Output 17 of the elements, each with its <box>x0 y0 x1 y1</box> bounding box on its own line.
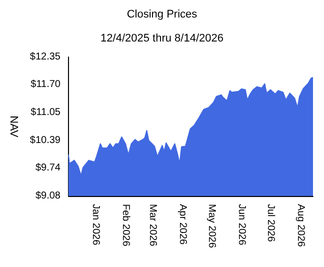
y-tick-label: $9.74 <box>35 162 61 174</box>
y-axis-title: NAV <box>8 116 20 138</box>
y-tick-label: $9.08 <box>35 190 61 202</box>
x-tick-label: Jan 2026 <box>90 204 102 246</box>
x-tick-label: May 2026 <box>206 204 218 248</box>
chart-title: Closing Prices <box>126 8 198 20</box>
x-tick-label: Apr 2026 <box>177 204 188 246</box>
y-tick-label: $11.05 <box>30 106 61 118</box>
x-tick-label: Jun 2026 <box>236 204 247 246</box>
x-tick-label: Feb 2026 <box>120 204 132 247</box>
chart-subtitle: 12/4/2025 thru 8/14/2026 <box>100 32 224 44</box>
y-tick-label: $11.70 <box>30 79 61 90</box>
x-tick-label: Jul 2026 <box>264 204 276 242</box>
y-tick-label: $10.39 <box>30 134 61 146</box>
x-tick-label: Aug 2026 <box>294 204 306 248</box>
y-tick-label: $12.35 <box>30 52 61 62</box>
x-tick-label: Mar 2026 <box>147 204 158 247</box>
